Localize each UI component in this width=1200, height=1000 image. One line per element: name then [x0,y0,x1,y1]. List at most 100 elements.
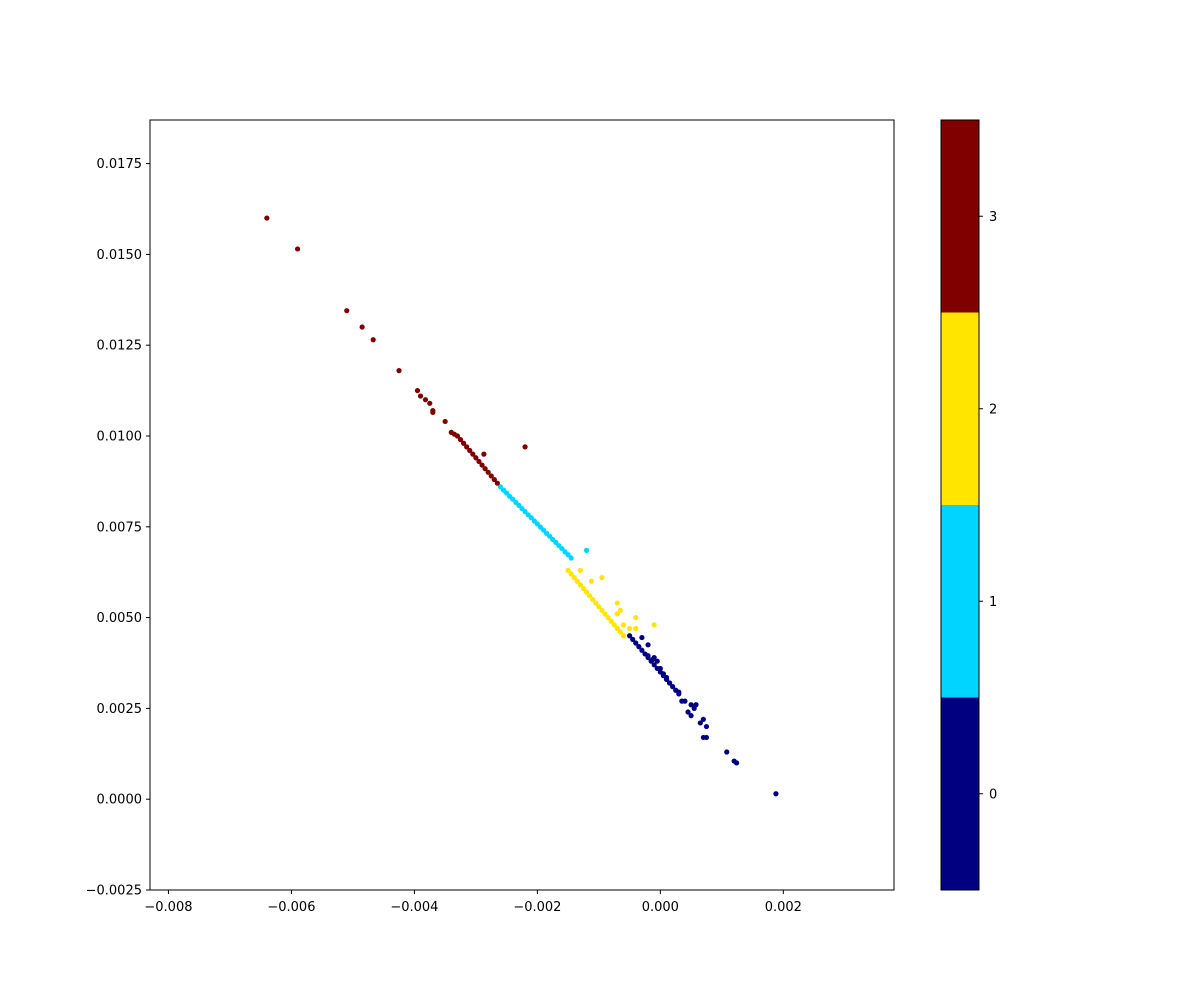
data-point-cluster-3 [482,466,488,472]
data-point-cluster-0 [685,709,691,715]
colorbar-tick-label: 1 [989,595,997,610]
colorbar-tick-label: 2 [989,402,997,417]
data-point-cluster-0 [657,665,663,672]
data-point-cluster-3 [359,324,365,330]
y-tick-label: 0.0125 [97,339,143,354]
data-point-cluster-0 [639,647,645,653]
data-point-cluster-2 [620,622,627,628]
data-point-cluster-2 [596,604,602,610]
data-point-cluster-2 [588,578,595,584]
data-point-cluster-2 [608,618,614,624]
data-point-cluster-2 [614,625,620,632]
data-point-cluster-1 [500,487,507,493]
colorbar-tick-label: 3 [989,210,997,225]
data-point-cluster-0 [666,680,673,686]
data-point-cluster-3 [422,397,429,403]
data-point-cluster-1 [550,536,556,543]
data-point-cluster-3 [414,387,421,394]
data-point-cluster-2 [568,571,574,577]
colorbar-frame [940,119,980,891]
data-point-cluster-0 [663,676,670,682]
data-point-cluster-0 [688,713,694,719]
data-point-cluster-0 [679,698,685,704]
y-tick-label: 0.0050 [97,611,143,626]
data-point-cluster-2 [599,575,605,581]
data-point-cluster-1 [537,524,544,530]
plot-frame [149,119,895,891]
data-point-cluster-0 [650,656,656,662]
x-tick-label: −0.008 [144,900,192,915]
x-tick-label: −0.004 [390,900,438,915]
data-point-cluster-3 [396,368,402,374]
data-point-cluster-3 [494,480,500,486]
data-point-cluster-2 [565,567,571,573]
data-point-cluster-2 [583,589,590,595]
y-axis: −0.0025 0.0000 0.0025 0.0050 0.0075 0.0100 0.0… [86,157,150,899]
data-point-cluster-0 [639,634,645,641]
data-point-cluster-0 [636,644,642,650]
data-point-cluster-0 [630,636,636,642]
data-point-cluster-3 [476,458,482,465]
data-point-cluster-1 [544,530,550,536]
data-point-cluster-3 [479,462,485,468]
data-point-cluster-1 [497,484,504,490]
data-point-cluster-2 [593,600,599,606]
colorbar: 0 1 2 3 [940,119,997,891]
data-point-cluster-3 [457,437,464,443]
data-point-cluster-2 [602,611,608,617]
data-point-cluster-2 [587,593,593,599]
y-tick-label: 0.0075 [97,520,143,535]
data-point-cluster-0 [688,702,694,708]
data-point-cluster-3 [370,337,376,343]
data-point-cluster-2 [577,582,584,588]
data-point-cluster-3 [264,215,270,221]
y-tick-label: 0.0150 [97,248,143,263]
data-point-cluster-1 [513,499,519,506]
data-point-cluster-2 [617,629,623,635]
data-point-cluster-0 [773,791,779,797]
data-point-cluster-2 [627,625,633,632]
y-tick-label: 0.0100 [97,429,143,444]
data-point-cluster-0 [645,642,651,648]
x-tick-label: 0.002 [765,900,802,915]
data-point-cluster-3 [442,418,448,425]
data-point-cluster-1 [583,547,590,554]
data-point-cluster-2 [620,633,627,639]
data-point-cluster-0 [633,640,639,646]
colorbar-segment-1 [941,505,979,698]
data-point-cluster-2 [617,607,623,613]
data-point-cluster-2 [571,575,577,581]
data-point-cluster-3 [488,473,494,479]
data-point-cluster-2 [633,614,639,621]
data-point-cluster-2 [605,614,611,621]
data-point-cluster-2 [574,578,580,584]
data-point-cluster-3 [485,469,491,475]
data-point-cluster-2 [590,596,596,603]
data-point-cluster-1 [531,518,537,524]
data-point-cluster-0 [724,749,730,755]
data-point-cluster-3 [430,409,436,415]
y-tick-label: 0.0175 [97,157,143,172]
data-point-cluster-3 [460,440,467,446]
data-point-cluster-0 [703,723,710,730]
data-point-cluster-3 [473,455,479,461]
data-point-cluster-2 [614,600,620,606]
data-point-cluster-2 [633,625,639,632]
data-point-cluster-0 [670,684,676,690]
x-tick-label: 0.000 [642,900,679,915]
data-point-cluster-0 [693,702,699,708]
colorbar-segment-2 [941,312,979,505]
colorbar-tick-label: 0 [989,787,997,802]
colorbar-segments [941,120,979,890]
data-point-cluster-0 [676,689,682,695]
data-point-cluster-1 [562,549,568,555]
data-point-cluster-3 [417,393,424,399]
colorbar-segment-0 [941,697,979,890]
data-point-cluster-2 [611,622,617,628]
data-point-cluster-1 [556,543,562,549]
data-point-cluster-0 [660,671,667,677]
x-axis: −0.008 −0.006 −0.004 −0.002 0.000 0.002 [144,890,802,915]
data-point-cluster-3 [464,444,470,450]
data-point-cluster-3 [467,447,473,454]
data-point-cluster-2 [599,607,605,613]
